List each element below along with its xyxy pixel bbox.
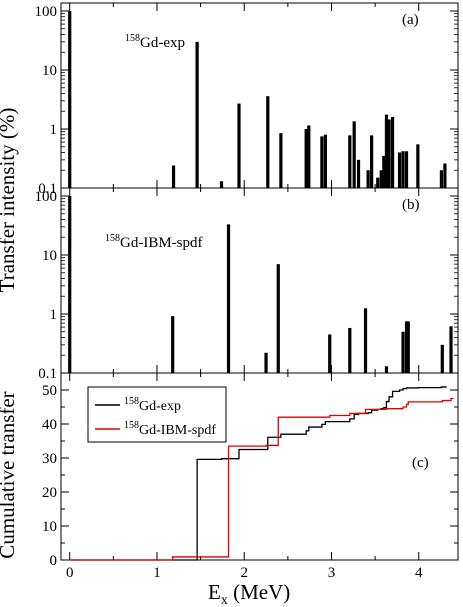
panel-label: (b)	[402, 197, 420, 213]
bar	[404, 151, 409, 188]
bar	[320, 136, 324, 188]
bar	[304, 129, 308, 188]
series-line-1	[69, 397, 454, 561]
panel-b-bar-chart: 0.1 1 10 100 (b) 158Gd-IBM-spdf	[35, 187, 459, 382]
bar	[352, 121, 356, 188]
bar	[379, 170, 383, 188]
dataset-annotation: 158Gd-exp	[125, 33, 185, 51]
bar	[348, 327, 352, 373]
bar	[397, 152, 402, 188]
bar	[266, 96, 270, 188]
legend-superscript: 158	[124, 396, 139, 407]
panel-c-frame	[60, 372, 459, 561]
y-tick-label: 100	[35, 189, 58, 205]
y-tick-label: 10	[42, 248, 57, 264]
legend-superscript: 158	[124, 420, 139, 431]
bar	[68, 11, 72, 188]
bar	[401, 331, 405, 373]
bar	[307, 125, 311, 188]
bar	[376, 177, 380, 188]
dataset-annotation: 158Gd-IBM-spdf	[105, 233, 203, 251]
bar	[416, 144, 420, 188]
x-tick-label: 3	[328, 565, 336, 581]
y-tick-label: 10	[42, 519, 57, 535]
panel-label: (c)	[412, 455, 429, 471]
x-tick-label: 0	[66, 565, 74, 581]
bar	[404, 321, 409, 373]
legend-entry: 158Gd-exp	[124, 396, 181, 414]
bar	[171, 165, 176, 188]
bar	[226, 224, 231, 373]
bar	[439, 170, 444, 188]
y-tick-label: 0.1	[38, 181, 57, 197]
bar	[237, 103, 241, 188]
annotation-text: Gd-IBM-spdf	[120, 235, 203, 251]
bar	[387, 119, 391, 188]
bar	[443, 163, 447, 188]
x-axis-label: Ex (MeV)	[208, 580, 290, 607]
bar	[440, 344, 444, 373]
bar	[384, 366, 389, 373]
panel-b-frame	[60, 187, 459, 374]
x-tick-label: 2	[240, 565, 248, 581]
x-tick-label: 4	[415, 565, 423, 581]
x-tick-label: 1	[153, 565, 161, 581]
bar	[171, 316, 175, 373]
y-tick-label: 30	[42, 451, 57, 467]
y-tick-label: 100	[35, 4, 58, 20]
bar	[363, 308, 368, 373]
bar	[276, 264, 280, 373]
x-axis-label-unit: (MeV)	[228, 580, 290, 604]
x-axis-label-sub: x	[221, 593, 228, 607]
bar	[264, 352, 268, 373]
bar	[328, 334, 332, 373]
panel-a-bar-chart: 0.1 1 10 100 (a) 158Gd-exp	[35, 2, 459, 197]
series-line-0	[69, 386, 447, 561]
panel-label: (a)	[402, 12, 419, 28]
y-tick-label: 40	[42, 417, 57, 433]
y-tick-label: 0.1	[38, 366, 57, 382]
bar	[401, 151, 405, 188]
y-tick-label: 20	[42, 485, 57, 501]
annotation-text: Gd-exp	[140, 35, 185, 51]
legend-entry: 158Gd-IBM-spdf	[124, 420, 216, 438]
annotation-superscript: 158	[125, 33, 140, 44]
legend-name: Gd-exp	[139, 399, 181, 414]
bar	[370, 135, 374, 188]
y-tick-label: 1	[50, 307, 58, 323]
bar	[279, 133, 283, 188]
bar	[348, 135, 352, 188]
panel-c-y-axis-label: Cumulative transfer	[0, 391, 19, 558]
bar	[390, 116, 395, 188]
bar	[406, 321, 410, 373]
shared-y-axis-label: Transfer intensity (%)	[0, 108, 19, 293]
x-axis-label-main: E	[208, 580, 221, 604]
bar	[382, 155, 386, 188]
bar	[384, 114, 389, 188]
y-tick-label: 50	[42, 383, 57, 399]
bar	[68, 196, 72, 373]
bar	[219, 181, 224, 188]
y-tick-label: 0	[50, 553, 58, 569]
annotation-superscript: 158	[105, 233, 120, 244]
bar	[356, 159, 361, 188]
bar	[449, 326, 453, 373]
legend-box	[87, 386, 227, 443]
bar	[195, 41, 199, 188]
bar	[366, 170, 370, 188]
bar	[323, 134, 327, 188]
y-tick-label: 10	[42, 63, 57, 79]
legend-name: Gd-IBM-spdf	[139, 423, 216, 438]
y-tick-label: 1	[50, 122, 58, 138]
